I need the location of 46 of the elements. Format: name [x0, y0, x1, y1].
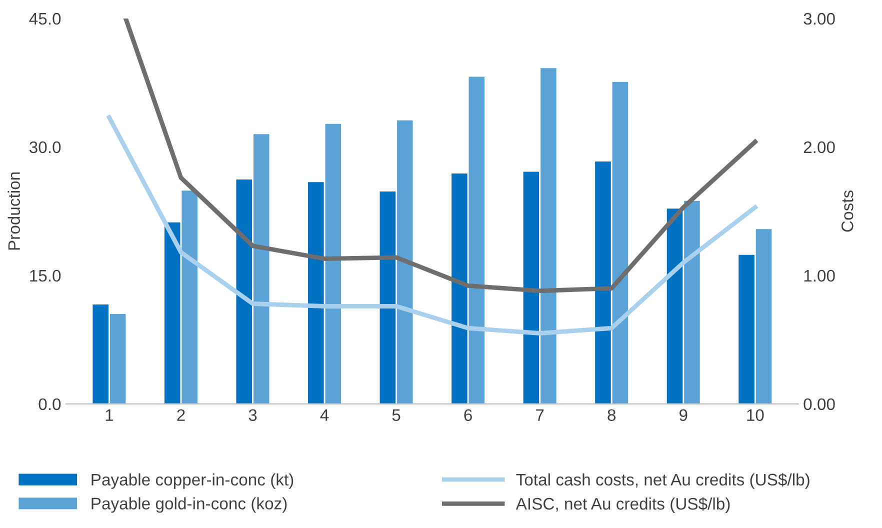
bar	[738, 254, 754, 404]
x-tick-label: 8	[608, 409, 616, 422]
bar	[756, 229, 772, 404]
bar	[236, 180, 252, 404]
bar	[308, 182, 324, 404]
bar	[468, 76, 485, 404]
x-tick-label: 10	[747, 409, 764, 422]
bar	[540, 68, 556, 404]
bar	[397, 120, 413, 404]
x-tick-label: 6	[464, 409, 472, 422]
line-series	[123, 18, 758, 294]
legend-label: Payable copper-in-conc (kt)	[92, 473, 294, 489]
bar	[110, 314, 126, 404]
y-tick-label: 0.0	[38, 398, 61, 410]
bar	[325, 124, 342, 404]
y2-tick-label: 1.00	[804, 270, 835, 282]
bar	[684, 200, 700, 404]
bar	[92, 304, 108, 404]
y-tick-label: 30.0	[29, 141, 61, 154]
y2-tick-label: 3.00	[804, 12, 835, 25]
legend-label: Payable gold-in-conc (koz)	[92, 497, 287, 513]
bar	[612, 82, 628, 404]
line-series	[106, 115, 758, 336]
x-tick-label: 3	[248, 409, 257, 422]
y2-axis-title: Costs	[842, 190, 854, 232]
legend-label: Total cash costs, net Au credits (US$/lb)	[516, 473, 810, 489]
bar	[253, 134, 270, 404]
bar	[595, 162, 611, 404]
y2-tick-label: 2.00	[804, 141, 835, 154]
x-tick-label: 2	[177, 409, 185, 421]
x-tick-label: 5	[392, 409, 400, 422]
x-tick-label: 4	[320, 409, 329, 421]
y-tick-label: 45.0	[29, 12, 61, 25]
x-tick-label: 9	[680, 409, 688, 422]
y2-tick-label: 0.00	[804, 398, 835, 410]
bar	[666, 208, 683, 404]
x-tick-label: 1	[106, 409, 114, 421]
bar	[452, 174, 468, 404]
bar	[523, 172, 540, 404]
bar	[182, 190, 198, 404]
legend-label: AISC, net Au credits (US$/lb)	[516, 497, 730, 513]
bar	[380, 192, 396, 404]
y-axis-title: Production	[8, 172, 20, 250]
x-tick-label: 7	[536, 409, 544, 421]
y-tick-label: 15.0	[30, 270, 61, 282]
bar	[164, 222, 180, 404]
